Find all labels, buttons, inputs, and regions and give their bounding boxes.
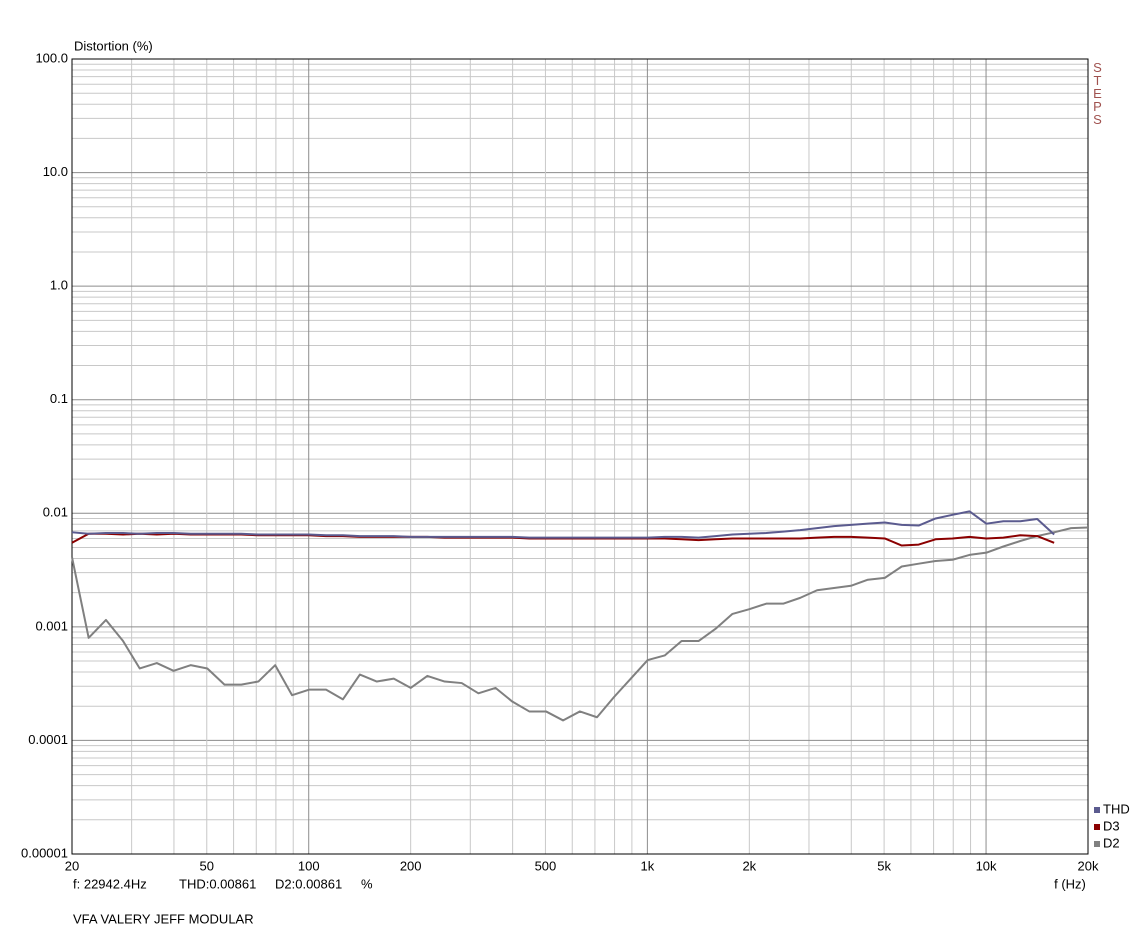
- plot-border: [71, 58, 1089, 855]
- series-line: [71, 532, 1055, 547]
- x-tick-label: 5k: [877, 858, 891, 873]
- y-axis-title: Distortion (%): [74, 38, 153, 53]
- y-tick-label: 0.01: [43, 505, 68, 520]
- footer: VFA VALERY JEFF MODULAR: [73, 911, 254, 926]
- y-tick-label: 100.0: [35, 50, 68, 65]
- y-tick-label: 0.0001: [28, 732, 68, 747]
- x-tick-label: 100: [298, 858, 320, 873]
- x-tick-label: 50: [200, 858, 214, 873]
- legend-swatch: [1094, 807, 1100, 813]
- legend-label: D3: [1103, 818, 1120, 833]
- x-tick-label: 2k: [742, 858, 756, 873]
- x-tick-label: 10k: [976, 858, 997, 873]
- y-tick-label: 0.00001: [21, 845, 68, 860]
- legend-label: THD: [1103, 801, 1130, 816]
- x-tick-label: 20k: [1078, 858, 1099, 873]
- status-text: THD:0.00861: [179, 876, 256, 891]
- x-tick-label: 1k: [641, 858, 655, 873]
- x-tick-label: 500: [535, 858, 557, 873]
- status-text: %: [361, 876, 373, 891]
- y-tick-label: 1.0: [50, 278, 68, 293]
- y-tick-label: 0.001: [35, 618, 68, 633]
- legend-swatch: [1094, 841, 1100, 847]
- grid: [71, 58, 1089, 855]
- y-tick-label: 10.0: [43, 164, 68, 179]
- legend-label: D2: [1103, 835, 1120, 850]
- y-tick-label: 0.1: [50, 391, 68, 406]
- x-axis-title: f (Hz): [1054, 876, 1086, 891]
- series-line: [71, 510, 1055, 539]
- side-label: STEPS: [1090, 60, 1105, 125]
- series-line: [71, 526, 1089, 722]
- legend-swatch: [1094, 824, 1100, 830]
- x-tick-label: 20: [65, 858, 79, 873]
- status-text: f: 22942.4Hz: [73, 876, 147, 891]
- x-tick-label: 200: [400, 858, 422, 873]
- status-text: D2:0.00861: [275, 876, 342, 891]
